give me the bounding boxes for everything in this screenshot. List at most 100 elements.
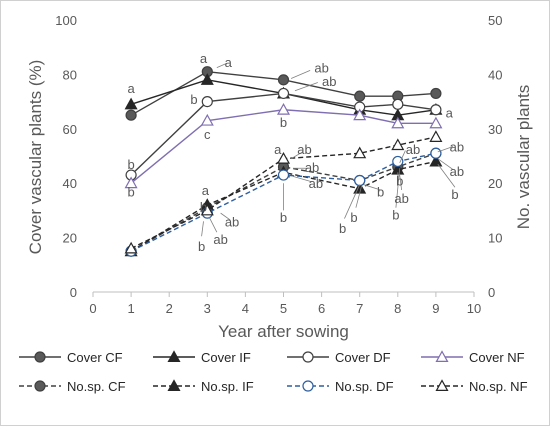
leader-line [290, 151, 303, 160]
data-point [429, 154, 443, 167]
significance-label: a [127, 81, 135, 96]
y-left-tick-label: 100 [55, 13, 77, 28]
x-tick-label: 2 [166, 301, 173, 316]
y-right-tick-label: 50 [488, 13, 502, 28]
significance-label: ab [213, 232, 227, 247]
y-right-tick-label: 0 [488, 285, 495, 300]
legend-label: Cover CF [67, 350, 123, 365]
legend-marker [34, 380, 46, 392]
legend-label: No.sp. NF [469, 379, 528, 394]
leader-line [201, 221, 204, 237]
y-left-tick-label: 20 [63, 231, 77, 246]
x-tick-label: 10 [467, 301, 481, 316]
data-point [200, 73, 214, 85]
leader-line [399, 174, 403, 191]
data-point [125, 109, 137, 121]
legend-marker [302, 351, 314, 363]
y-right-tick-label: 30 [488, 122, 502, 137]
data-point [429, 130, 443, 142]
significance-label: b [200, 199, 207, 214]
legend-label: No.sp. IF [201, 379, 254, 394]
significance-label: ab [314, 61, 328, 76]
data-point [353, 146, 367, 159]
significance-label: b [350, 210, 357, 225]
data-point [201, 95, 213, 108]
x-tick-label: 5 [280, 301, 287, 316]
data-point [354, 174, 366, 187]
significance-label: b [339, 221, 346, 236]
legend-marker [435, 379, 449, 391]
leader-line [437, 163, 456, 188]
leader-line [208, 217, 218, 233]
significance-label: b [396, 173, 403, 188]
legend-label: Cover DF [335, 350, 391, 365]
leader-line [399, 150, 406, 163]
legend-marker [167, 379, 181, 391]
legend-label: Cover NF [469, 350, 525, 365]
data-point [392, 98, 404, 110]
series-line [130, 160, 437, 252]
leader-line [355, 185, 362, 208]
significance-label: a [202, 183, 210, 198]
significance-label: b [392, 207, 399, 222]
significance-label: b [127, 157, 134, 172]
leader-line [216, 63, 227, 68]
data-point [124, 241, 138, 254]
x-tick-label: 7 [356, 301, 363, 316]
data-point [277, 169, 290, 181]
significance-label: b [190, 92, 197, 107]
significance-label: ab [297, 142, 311, 157]
y-right-tick-label: 40 [488, 67, 502, 82]
data-point [277, 74, 290, 86]
leader-line [344, 184, 361, 219]
legend-item: No.sp. CF [19, 379, 126, 394]
x-tick-label: 4 [242, 301, 249, 316]
data-point [124, 97, 138, 110]
data-point [200, 113, 214, 126]
significance-label: ab [322, 74, 336, 89]
significance-label: ab [394, 191, 408, 206]
legend-item: Cover CF [19, 350, 123, 365]
series-line [130, 152, 437, 252]
legend-marker [167, 350, 181, 362]
significance-label: b [451, 187, 458, 202]
leader-line [290, 69, 311, 79]
legend-item: No.sp. IF [153, 379, 254, 394]
leader-line [395, 168, 401, 208]
x-axis-title: Year after sowing [218, 322, 349, 341]
significance-label: ab [406, 142, 420, 157]
data-point [124, 176, 138, 189]
series-3 [124, 103, 443, 189]
significance-label: b [280, 210, 287, 225]
significance-label: b [280, 115, 287, 130]
leader-line [363, 184, 381, 191]
series-7 [124, 130, 443, 254]
leader-line [220, 212, 231, 221]
significance-label: a [446, 105, 454, 120]
series-line [130, 152, 437, 252]
series-line [130, 70, 436, 116]
significance-label: ab [225, 214, 239, 229]
y-left-tick-label: 60 [63, 122, 77, 137]
significance-label: a [200, 51, 208, 66]
data-point [354, 90, 366, 102]
data-point [200, 203, 214, 216]
leader-line [294, 82, 318, 92]
x-tick-label: 1 [127, 301, 134, 316]
leader-line [292, 176, 313, 183]
y-axis-left-title: Cover vascular plants (%) [26, 60, 45, 255]
legend-item: Cover NF [421, 350, 525, 365]
significance-label: b [198, 239, 205, 254]
y-right-tick-label: 10 [488, 231, 502, 246]
data-point [276, 103, 291, 115]
legend-marker [435, 350, 449, 362]
data-point [430, 87, 442, 100]
data-point [276, 151, 291, 164]
series-line [130, 109, 436, 184]
legend-label: No.sp. CF [67, 379, 126, 394]
x-tick-label: 3 [204, 301, 211, 316]
leader-line [437, 146, 454, 153]
